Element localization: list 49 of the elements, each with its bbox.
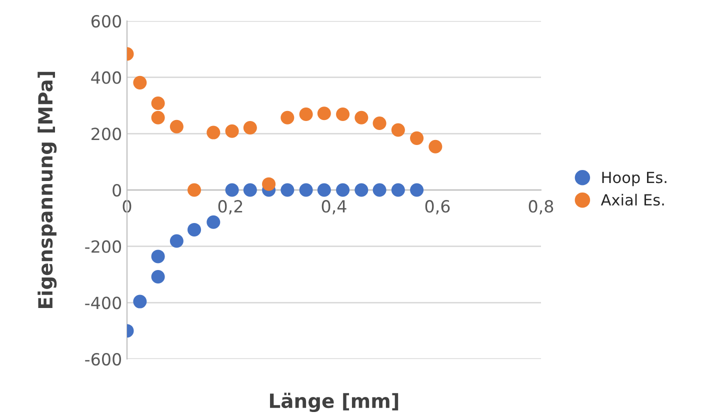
point — [410, 183, 424, 197]
point — [391, 183, 405, 197]
x-tick-label: 0,4 — [322, 200, 346, 214]
point — [262, 177, 276, 191]
point — [151, 110, 165, 124]
point — [188, 222, 202, 236]
point — [151, 96, 165, 110]
point — [317, 106, 331, 120]
point — [410, 131, 424, 145]
point — [299, 183, 313, 197]
point — [354, 183, 368, 197]
point — [336, 183, 350, 197]
point — [133, 294, 147, 308]
legend-label: Axial Es. — [600, 194, 664, 206]
point — [151, 250, 165, 264]
point — [170, 120, 184, 134]
point — [391, 123, 405, 137]
point — [428, 140, 442, 154]
point — [133, 76, 147, 90]
y-tick-label: -400 — [85, 296, 122, 310]
point — [372, 183, 386, 197]
point — [188, 183, 202, 197]
point — [225, 124, 239, 138]
y-tick-label: 600 — [91, 14, 122, 28]
x-tick-label: 0,6 — [425, 200, 450, 214]
point — [206, 126, 220, 140]
point — [336, 107, 350, 121]
point — [206, 215, 220, 229]
x-tick-label: 0,8 — [528, 200, 554, 214]
point — [170, 234, 184, 248]
y-tick-label: 0 — [112, 184, 122, 197]
point — [243, 120, 257, 135]
point — [354, 110, 368, 124]
x-tick-label: 0,2 — [218, 200, 242, 214]
y-tick-label: 200 — [92, 128, 122, 140]
point — [372, 116, 386, 130]
x-axis-title: Länge [mm] — [270, 392, 398, 412]
y-tick-label: -600 — [85, 352, 122, 366]
legend-label: Hoop Es. — [602, 172, 666, 186]
y-tick-label: 400 — [91, 71, 122, 84]
point — [151, 270, 165, 284]
y-axis-title: Eigenspannung [MPa] — [38, 72, 57, 308]
y-tick-label: -200 — [85, 240, 122, 253]
point — [317, 183, 331, 197]
point — [299, 107, 313, 121]
point — [243, 183, 257, 197]
point — [225, 183, 239, 197]
point — [280, 110, 294, 124]
point — [280, 183, 294, 197]
